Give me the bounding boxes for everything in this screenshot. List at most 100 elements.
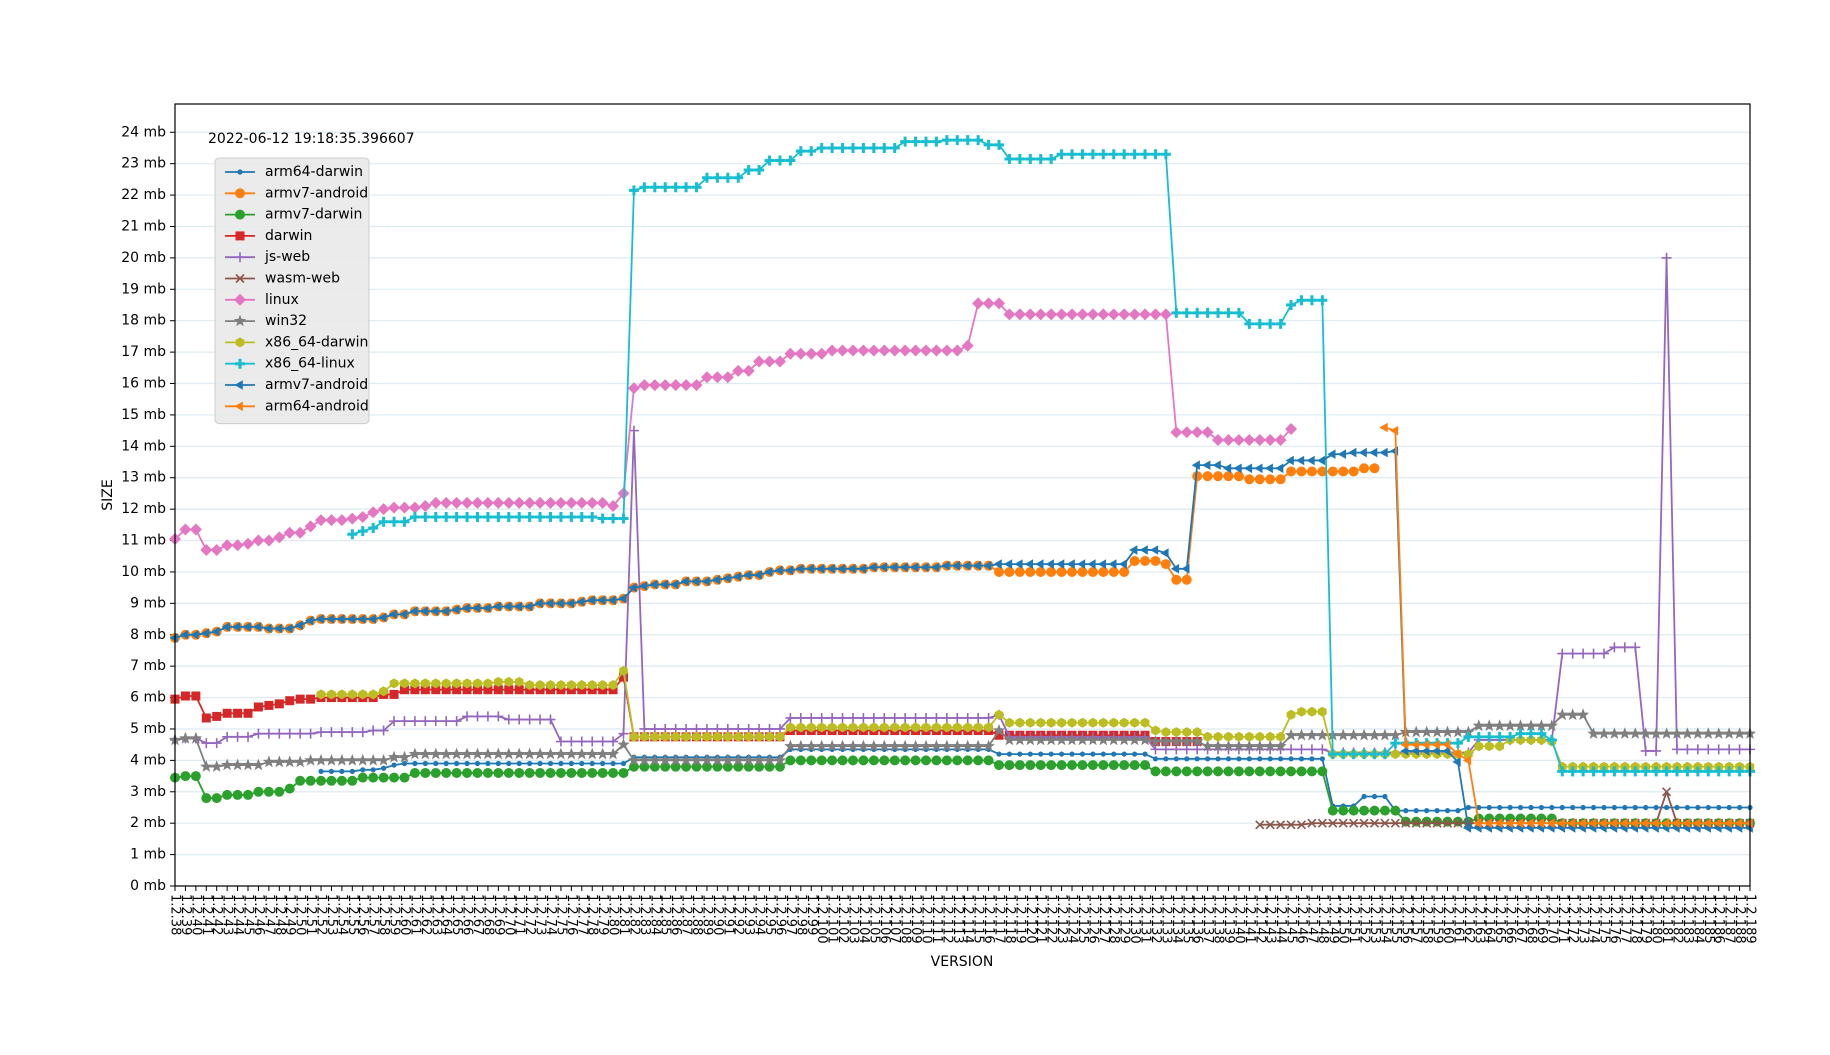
marker: [963, 722, 972, 733]
marker: [389, 689, 399, 699]
marker: [452, 685, 462, 695]
marker: [1129, 545, 1138, 555]
plot-area: [168, 135, 1757, 833]
marker: [1474, 741, 1484, 752]
marker: [1692, 744, 1703, 755]
marker: [1430, 725, 1444, 738]
marker: [1213, 307, 1224, 318]
legend-marker: [234, 293, 246, 306]
marker: [1108, 566, 1119, 577]
marker: [1619, 642, 1630, 653]
marker: [669, 379, 682, 392]
marker: [419, 606, 429, 616]
marker: [347, 529, 358, 540]
marker: [1651, 745, 1662, 756]
marker: [1139, 545, 1148, 555]
marker: [889, 562, 898, 572]
marker: [1067, 149, 1078, 160]
marker: [1180, 735, 1193, 747]
marker: [1661, 252, 1672, 263]
marker: [1379, 805, 1390, 816]
marker: [596, 496, 609, 509]
marker: [503, 511, 514, 522]
marker: [606, 747, 620, 760]
legend-marker: [235, 358, 245, 369]
marker: [879, 722, 889, 733]
marker: [773, 753, 787, 766]
marker: [537, 760, 543, 767]
marker: [430, 716, 441, 727]
marker: [516, 760, 522, 767]
marker: [481, 747, 495, 760]
x-tick-label: 1.2.124: [1065, 894, 1080, 944]
x-tick-label: 1.2.166: [1503, 894, 1518, 944]
marker: [1588, 818, 1597, 828]
marker: [596, 747, 609, 760]
marker: [1713, 766, 1724, 777]
marker: [846, 739, 860, 752]
marker: [1601, 804, 1607, 811]
y-tick-label: 9 mb: [130, 595, 166, 611]
marker: [1170, 735, 1183, 747]
marker: [232, 731, 243, 742]
marker: [1462, 823, 1472, 833]
marker: [1369, 749, 1380, 760]
marker: [1245, 731, 1254, 742]
x-tick-label: 1.2.77: [574, 894, 589, 935]
marker: [638, 753, 651, 766]
marker: [909, 739, 922, 752]
x-tick-label: 1.2.169: [1534, 894, 1549, 944]
marker: [650, 731, 660, 742]
marker: [607, 500, 620, 512]
marker: [1108, 559, 1117, 569]
x-tick-label: 1.2.168: [1523, 894, 1538, 944]
marker: [1244, 474, 1255, 485]
marker: [1545, 719, 1558, 732]
marker: [493, 685, 503, 695]
marker: [1181, 766, 1192, 777]
marker: [681, 761, 692, 772]
x-tick-label: 1.2.65: [449, 894, 464, 935]
marker: [1233, 471, 1244, 482]
marker: [1546, 734, 1557, 745]
marker: [992, 724, 1006, 736]
marker: [210, 760, 223, 772]
x-tick-label: 1.2.140: [1231, 894, 1246, 944]
marker: [294, 755, 307, 768]
marker: [513, 601, 522, 612]
marker: [973, 712, 984, 723]
marker: [1380, 818, 1390, 828]
marker: [690, 753, 703, 766]
marker: [784, 565, 794, 576]
marker: [867, 739, 880, 752]
marker: [221, 539, 234, 552]
marker: [763, 355, 776, 368]
marker: [931, 755, 942, 766]
marker: [795, 146, 806, 157]
marker: [1058, 751, 1065, 757]
marker: [357, 614, 366, 624]
marker: [608, 736, 619, 747]
y-tick-label: 14 mb: [121, 438, 166, 454]
y-tick-label: 23 mb: [121, 156, 166, 172]
marker: [472, 511, 483, 522]
marker: [700, 753, 714, 766]
marker: [357, 526, 368, 537]
marker: [180, 771, 191, 782]
marker: [1400, 746, 1409, 756]
marker: [316, 727, 327, 738]
marker: [1598, 766, 1609, 777]
x-tick-label: 1.2.110: [918, 894, 933, 944]
marker: [242, 537, 254, 550]
marker: [920, 755, 931, 766]
x-tick-label: 1.2.64: [439, 894, 454, 935]
marker: [1161, 727, 1171, 738]
x-tick-label: 1.2.120: [1023, 894, 1038, 944]
x-tick-label: 1.2.56: [355, 894, 370, 935]
marker: [1191, 735, 1204, 747]
legend-label: arm64-android: [265, 398, 369, 414]
marker: [639, 761, 650, 772]
marker: [618, 593, 627, 604]
marker: [1557, 766, 1568, 777]
marker: [1736, 804, 1743, 811]
